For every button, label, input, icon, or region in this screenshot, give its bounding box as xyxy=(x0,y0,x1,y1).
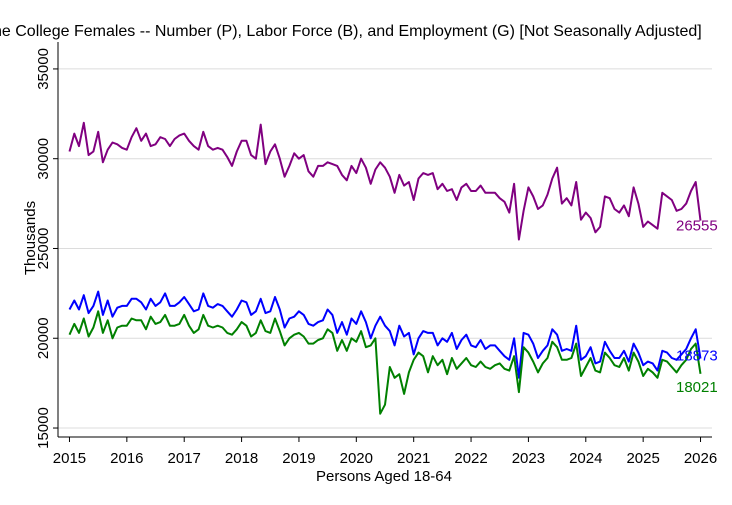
x-tick-label: 2023 xyxy=(512,450,545,467)
chart-title: Some College Females -- Number (P), Labo… xyxy=(0,23,702,40)
y-tick-label: 25000 xyxy=(35,228,52,270)
y-tick-label: 35000 xyxy=(35,48,52,90)
x-tick-label: 2022 xyxy=(454,450,487,467)
axes: 15000 20000 25000 30000 35000 2015 2016 2017 201… xyxy=(35,42,717,467)
y-tick-label: 30000 xyxy=(35,138,52,180)
end-labels: 26555 18873 18021 xyxy=(676,218,718,396)
end-label-B: 18873 xyxy=(676,347,718,364)
x-tick-label: 2016 xyxy=(110,450,143,467)
x-tick-label: 2020 xyxy=(340,450,373,467)
x-tick-label: 2026 xyxy=(684,450,717,467)
x-tick-label: 2018 xyxy=(225,450,258,467)
series-line-G xyxy=(68,310,702,415)
series-line-P xyxy=(68,121,702,241)
gridlines xyxy=(58,68,712,429)
y-tick-label: 15000 xyxy=(35,407,52,449)
end-label-G: 18021 xyxy=(676,379,718,396)
x-axis-title: Persons Aged 18-64 xyxy=(316,468,452,485)
series-line-B xyxy=(68,290,702,379)
x-tick-label: 2024 xyxy=(569,450,602,467)
y-tick-label: 20000 xyxy=(35,317,52,359)
x-tick-label: 2025 xyxy=(626,450,659,467)
x-tick-label: 2015 xyxy=(53,450,86,467)
series-lines xyxy=(68,121,702,415)
x-tick-label: 2021 xyxy=(397,450,430,467)
y-axis-title: Thousands xyxy=(22,201,39,275)
x-tick-label: 2019 xyxy=(282,450,315,467)
end-label-P: 26555 xyxy=(676,218,718,235)
x-tick-label: 2017 xyxy=(168,450,201,467)
